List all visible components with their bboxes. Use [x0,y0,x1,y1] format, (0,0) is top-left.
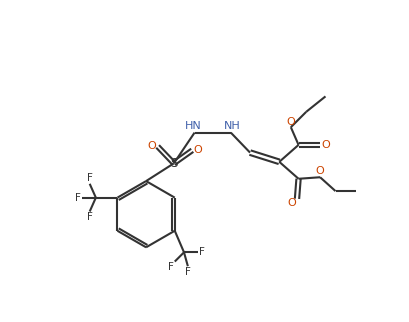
Text: O: O [193,145,202,155]
Text: S: S [170,157,178,170]
Text: O: O [287,198,296,208]
Text: F: F [87,173,92,184]
Text: F: F [87,212,92,222]
Text: F: F [199,247,204,257]
Text: O: O [321,140,330,150]
Text: O: O [316,166,324,176]
Text: NH: NH [224,121,241,131]
Text: HN: HN [185,121,201,131]
Text: F: F [185,267,191,277]
Text: O: O [286,117,295,127]
Text: F: F [75,193,81,203]
Text: F: F [168,262,174,272]
Text: O: O [148,141,157,151]
